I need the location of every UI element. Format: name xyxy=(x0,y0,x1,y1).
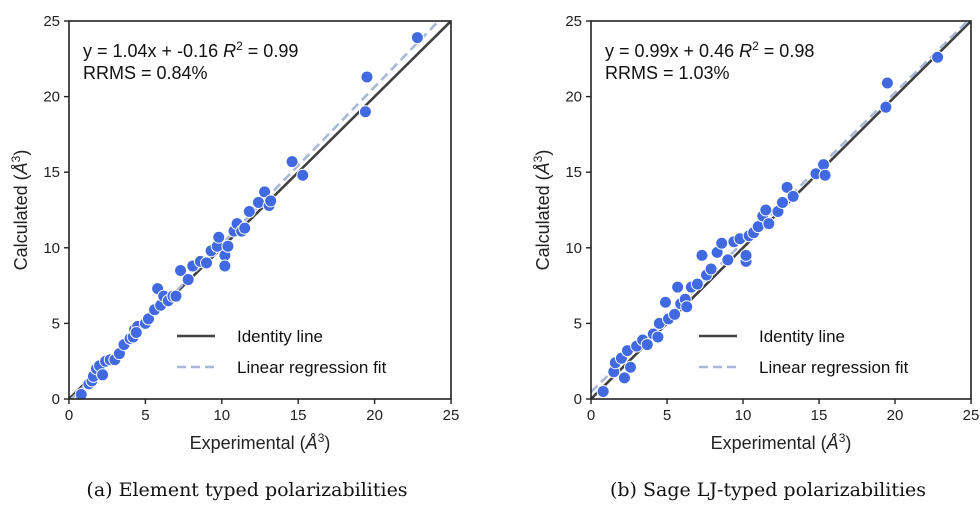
panel-a-legend-identity-label: Identity line xyxy=(237,327,323,346)
panel-a-data-point xyxy=(221,239,235,253)
panel-a-data-point xyxy=(129,325,143,339)
panel-b-data-point xyxy=(776,195,790,209)
panel-a-legend-regression-label: Linear regression fit xyxy=(237,358,387,377)
panel-a-data-point xyxy=(285,155,299,169)
panel-b-x-tick-label: 5 xyxy=(663,407,671,424)
panel-b-y-tick-label: 15 xyxy=(565,164,582,181)
panel-a-caption: (a) Element typed polarizabilities xyxy=(86,479,407,501)
panel-a-y-tick-label: 10 xyxy=(43,240,60,257)
panel-a-axes-frame xyxy=(68,20,452,400)
panel-b-y-axis-label: Calculated (Å3) xyxy=(531,150,553,271)
panel-b-data-point xyxy=(880,76,894,90)
panel-b-data-point xyxy=(879,100,893,114)
panel-b-data-point xyxy=(818,168,832,182)
panel-b-x-tick-label: 20 xyxy=(887,407,904,424)
panel-a-x-tick-label: 15 xyxy=(290,407,307,424)
panel-a-x-tick-label: 25 xyxy=(443,407,460,424)
panel-b-axes-frame xyxy=(590,20,972,400)
panel-b-data-point xyxy=(624,360,638,374)
panel-a-data-point xyxy=(238,221,252,235)
panel-a-data-point xyxy=(74,387,88,399)
panel-a-y-axis-label: Calculated (Å3) xyxy=(9,150,31,271)
panel-b-marks xyxy=(591,21,971,399)
panel-a-data-point xyxy=(212,230,226,244)
panel-a-x-tick-label: 10 xyxy=(213,407,230,424)
panel-b-data-point xyxy=(715,236,729,250)
panel-a-data-point xyxy=(242,205,256,219)
panel-a-data-point xyxy=(218,259,232,273)
panel-a-y-tick-label: 15 xyxy=(43,164,60,181)
panel-b-legend-regression-label: Linear regression fit xyxy=(759,358,909,377)
panel-b-annotation-rrms: RRMS = 1.03% xyxy=(605,63,730,83)
panel-b-annotation-line1: y = 0.99x + 0.46 R2 = 0.98 xyxy=(605,39,814,61)
panel-b-data-point xyxy=(762,217,776,231)
panel-b-data-point xyxy=(596,384,610,398)
panel-a-data-point xyxy=(360,70,374,84)
panel-a-x-tick-label: 20 xyxy=(366,407,383,424)
panel-a-y-tick-label: 25 xyxy=(43,13,60,30)
panel-b-data-point xyxy=(759,203,773,217)
panel-b-data-point xyxy=(680,300,694,314)
panel-a-x-tick-label: 0 xyxy=(65,407,73,424)
panel-a-annotation-rrms: RRMS = 0.84% xyxy=(83,63,208,83)
panel-b-data-point xyxy=(651,330,665,344)
panel-b-y-tick-label: 25 xyxy=(565,13,582,30)
panel-a-data-point xyxy=(358,105,372,119)
panel-b-data-point xyxy=(671,280,685,294)
panel-b-data-point xyxy=(695,248,709,262)
panel-a-marks xyxy=(69,21,451,399)
panel-b-x-tick-label: 15 xyxy=(811,407,828,424)
panel-b-data-point xyxy=(704,262,718,276)
panel-b-y-tick-label: 0 xyxy=(574,391,582,408)
panel-a-data-point xyxy=(264,194,278,208)
panel-a-data-point xyxy=(141,312,155,326)
panel-b-data-point xyxy=(817,158,831,172)
panel-a: 00 5 5 10 10 15 15 20 20 25 25 y = 1.04x + -0.16 R… xyxy=(9,13,459,501)
panel-a-x-axis-label: Experimental (Å3) xyxy=(190,431,331,453)
panel-b-data-point xyxy=(721,253,735,267)
panel-b-ticks: 00 5 5 10 10 15 15 20 20 25 25 xyxy=(565,13,979,424)
panel-a-data-point xyxy=(251,195,265,209)
panel-b-y-tick-label: 10 xyxy=(565,240,582,257)
panel-b-data-point xyxy=(931,50,945,64)
panel-b-x-axis-label: Experimental (Å3) xyxy=(711,431,852,453)
panel-b-caption: (b) Sage LJ-typed polarizabilities xyxy=(610,479,926,501)
panel-a-data-point xyxy=(410,31,424,45)
panel-b-data-point xyxy=(786,189,800,203)
panel-b-legend: Identity line Linear regression fit xyxy=(699,327,909,377)
panel-b-y-tick-label: 20 xyxy=(565,89,582,106)
panel-b-x-tick-label: 25 xyxy=(963,407,980,424)
panel-a-data-point xyxy=(174,263,188,277)
panel-a-data-point xyxy=(258,185,272,199)
panel-b-y-tick-label: 5 xyxy=(574,315,582,332)
panel-b-data-point xyxy=(658,295,672,309)
panel-a-y-tick-label: 20 xyxy=(43,89,60,106)
panel-a-data-point xyxy=(200,256,214,270)
panel-b-x-tick-label: 10 xyxy=(735,407,752,424)
panel-b-x-tick-label: 0 xyxy=(587,407,595,424)
panel-b-data-point xyxy=(739,248,753,262)
panel-a-data-point xyxy=(181,273,195,287)
panel-b-data-point xyxy=(780,180,794,194)
panel-a-data-point xyxy=(96,368,110,382)
panel-a-legend: Identity line Linear regression fit xyxy=(177,327,387,377)
panel-a-x-tick-label: 5 xyxy=(141,407,149,424)
panel-b-data-point xyxy=(668,307,682,321)
panel-b-data-point xyxy=(690,277,704,291)
panel-b-data-point xyxy=(617,371,631,385)
panel-b-legend-identity-label: Identity line xyxy=(759,327,845,346)
panel-a-data-point xyxy=(296,168,310,182)
panel-a-annotation-line1: y = 1.04x + -0.16 R2 = 0.99 xyxy=(83,39,298,61)
panel-a-y-tick-label: 5 xyxy=(52,315,60,332)
panel-a-ticks: 00 5 5 10 10 15 15 20 20 25 25 xyxy=(43,13,459,424)
panel-b-data-point xyxy=(640,338,654,352)
panel-a-y-tick-label: 0 xyxy=(52,391,60,408)
panel-a-data-point xyxy=(169,289,183,303)
panel-b: 00 5 5 10 10 15 15 20 20 25 25 y = 0.99x + 0.46 R2… xyxy=(531,13,979,501)
